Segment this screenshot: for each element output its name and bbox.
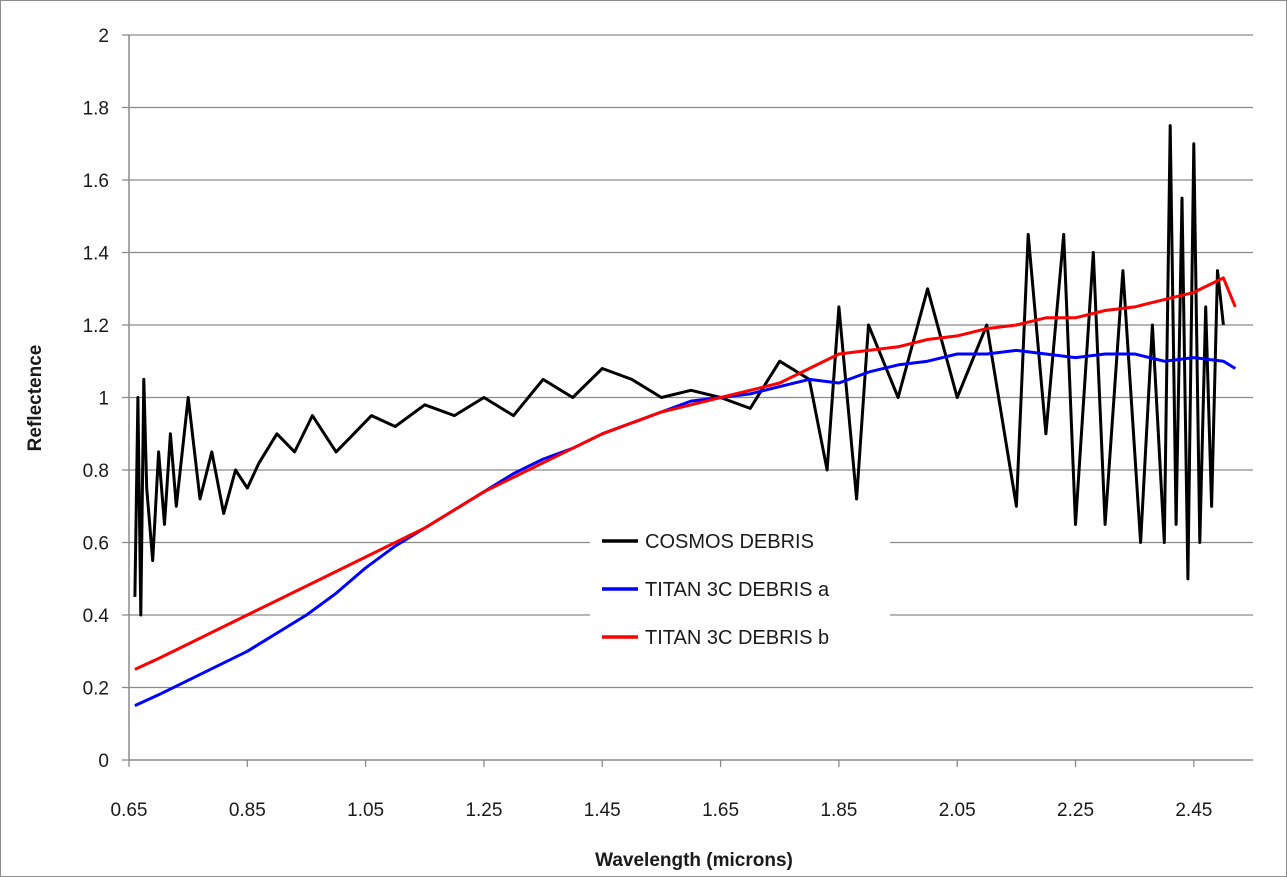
x-tick-label: 1.45 (584, 800, 621, 821)
axes (122, 34, 1253, 767)
legend-label: TITAN 3C DEBRIS b (645, 627, 829, 649)
x-tick-label: 2.05 (939, 800, 976, 821)
y-tick-label: 2 (98, 26, 109, 47)
x-tick-label: 2.45 (1175, 800, 1212, 821)
y-axis-tick-labels: 0 0.2 0.4 0.6 0.8 1 1.2 1.4 1.6 1.8 2 (83, 26, 110, 772)
y-tick-label: 1.8 (83, 99, 109, 120)
x-tick-label: 1.25 (465, 800, 502, 821)
x-tick-label: 2.25 (1057, 800, 1094, 821)
y-tick-label: 0.8 (83, 461, 109, 482)
legend-label: COSMOS DEBRIS (645, 531, 814, 553)
x-tick-label: 1.05 (347, 800, 384, 821)
x-axis-tick-labels: 0.65 0.85 1.05 1.25 1.45 1.65 1.85 2.05 2.25 2.45 (111, 800, 1213, 821)
y-tick-label: 0.6 (83, 534, 109, 555)
y-tick-label: 1.6 (83, 171, 109, 192)
legend-label: TITAN 3C DEBRIS a (645, 579, 830, 601)
y-tick-label: 1 (98, 389, 109, 410)
y-tick-label: 1.4 (83, 244, 110, 265)
y-axis-title: Reflectence (25, 345, 46, 452)
y-tick-label: 0.2 (83, 679, 109, 700)
legend-background (590, 516, 890, 676)
x-tick-label: 0.65 (111, 800, 148, 821)
x-tick-label: 1.65 (702, 800, 739, 821)
legend: COSMOS DEBRIS TITAN 3C DEBRIS a TITAN 3C D… (590, 516, 890, 676)
y-tick-label: 0 (98, 751, 109, 772)
x-tick-label: 1.85 (820, 800, 857, 821)
x-tick-label: 0.85 (229, 800, 266, 821)
y-tick-label: 0.4 (83, 606, 110, 627)
series-line-3 (134, 276, 1237, 671)
x-axis-title: Wavelength (microns) (595, 850, 793, 871)
series-line-1 (133, 124, 1225, 617)
series-lines (133, 124, 1237, 707)
y-tick-label: 1.2 (83, 316, 109, 337)
series-line-2 (134, 348, 1237, 707)
